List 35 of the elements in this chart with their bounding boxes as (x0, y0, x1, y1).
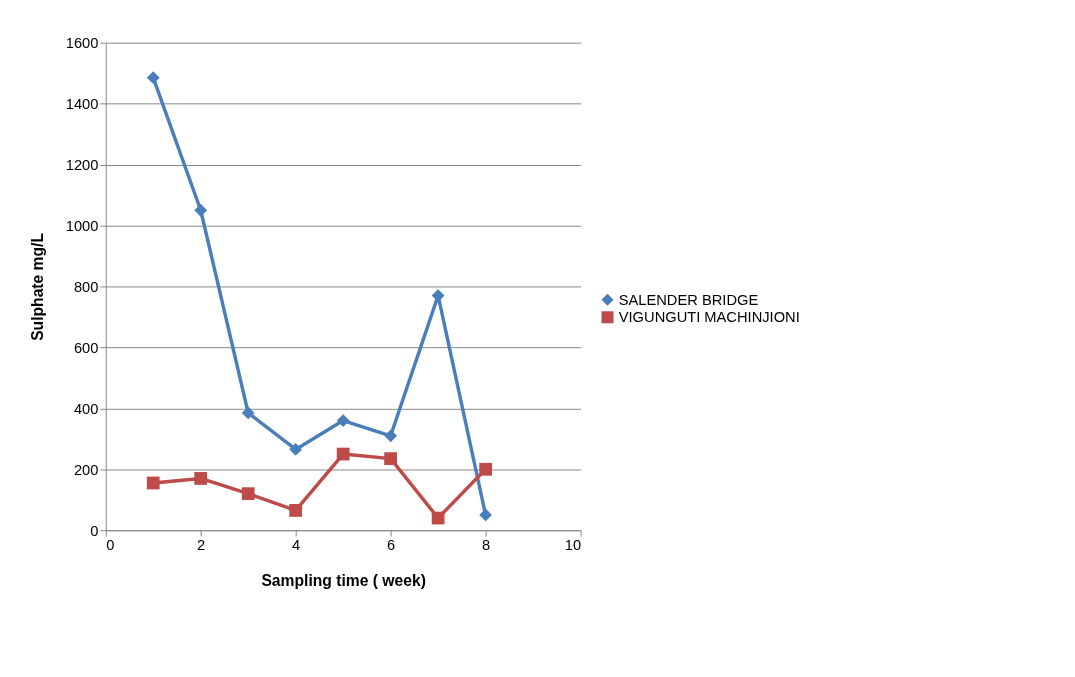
y-tick-label: 600 (73, 339, 99, 356)
point (384, 452, 398, 465)
point (479, 462, 492, 476)
point (431, 511, 445, 525)
point (431, 289, 445, 302)
y-tick-label: 0 (90, 522, 99, 539)
y-axis-title: Sulphate mg/L (29, 232, 47, 341)
legend-label: SALENDER BRIDGE (618, 291, 759, 308)
point (336, 414, 350, 427)
point (479, 508, 492, 522)
y-tick-label: 400 (73, 400, 99, 417)
point (241, 406, 255, 420)
point (384, 429, 398, 443)
x-tick-label: 6 (387, 537, 396, 554)
y-tick-label: 1000 (65, 217, 99, 234)
y-tick-label: 1200 (65, 156, 99, 173)
y-tick-label: 1400 (65, 95, 99, 112)
x-tick-label: 2 (197, 537, 206, 554)
y-tick-label: 1600 (65, 35, 99, 52)
point (336, 447, 350, 461)
point (194, 472, 208, 485)
point (146, 71, 160, 85)
x-axis-title: Sampling time ( week) (261, 571, 426, 589)
point (146, 476, 160, 490)
x-tick-label: 4 (292, 537, 301, 554)
legend-label: VIGUNGUTI MACHINJIONI (618, 309, 800, 326)
x-tick-label: 0 (106, 537, 115, 554)
point (289, 504, 303, 517)
x-tick-label: 8 (482, 537, 491, 554)
point (241, 487, 255, 501)
y-tick-label: 800 (73, 278, 99, 295)
x-tick-label: 10 (564, 537, 582, 554)
point (194, 203, 208, 217)
point (289, 443, 303, 456)
y-tick-label: 200 (73, 461, 99, 478)
